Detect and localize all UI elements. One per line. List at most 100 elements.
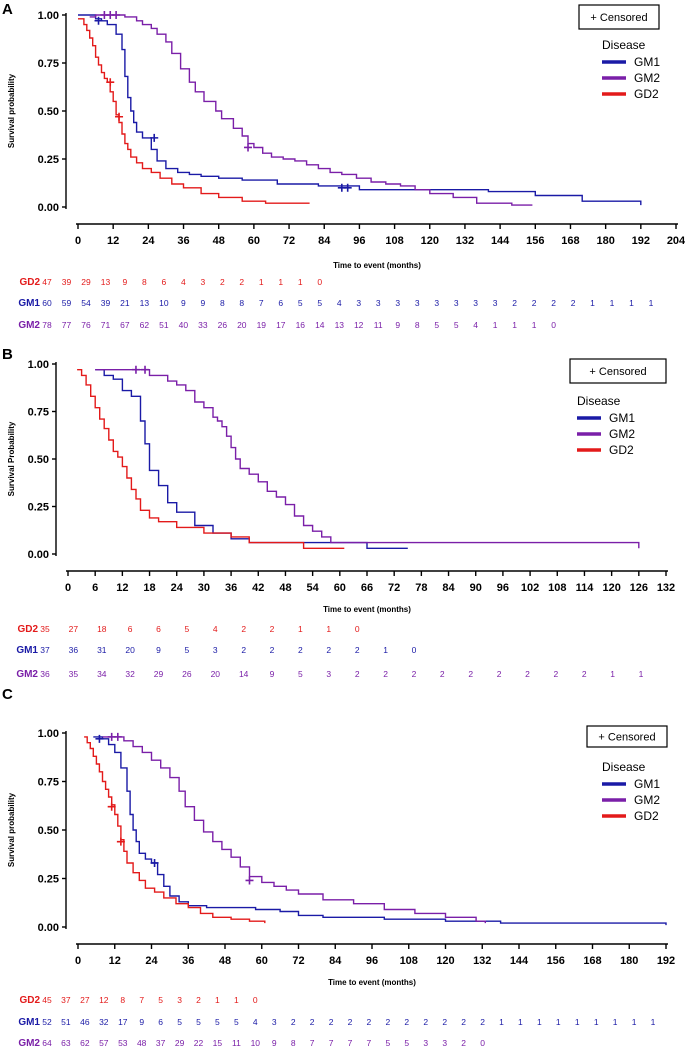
risk-value-gm2: 2 — [383, 669, 388, 679]
risk-value-gm1: 4 — [337, 298, 342, 308]
x-tick-label: 120 — [421, 235, 439, 247]
risk-value-gm1: 1 — [632, 1017, 637, 1027]
risk-value-gm2: 7 — [310, 1038, 315, 1048]
risk-value-gd2: 2 — [220, 277, 225, 287]
x-tick-label: 48 — [279, 582, 291, 594]
y-tick-label: 0.50 — [38, 106, 59, 118]
risk-value-gd2: 1 — [215, 995, 220, 1005]
risk-value-gd2: 2 — [270, 624, 275, 634]
x-tick-label: 60 — [334, 582, 346, 594]
risk-value-gm2: 32 — [125, 669, 135, 679]
risk-value-gm2: 1 — [512, 320, 517, 330]
y-tick-label: 0.25 — [38, 874, 59, 886]
risk-value-gm1: 21 — [120, 298, 130, 308]
x-axis-title: Time to event (months) — [333, 261, 421, 270]
x-tick-label: 12 — [107, 235, 119, 247]
risk-value-gm1: 2 — [270, 645, 275, 655]
legend-label-gm2: GM2 — [634, 793, 660, 807]
x-tick-label: 84 — [329, 955, 342, 967]
risk-value-gm1: 5 — [196, 1017, 201, 1027]
risk-value-gm2: 13 — [335, 320, 345, 330]
censored-legend-label: + Censored — [589, 366, 646, 378]
risk-value-gm1: 1 — [594, 1017, 599, 1027]
risk-value-gm1: 2 — [291, 1017, 296, 1027]
y-tick-label: 1.00 — [38, 10, 59, 22]
risk-value-gm1: 4 — [253, 1017, 258, 1027]
y-tick-label: 0.75 — [28, 407, 49, 419]
risk-value-gm1: 1 — [537, 1017, 542, 1027]
censored-legend-label: + Censored — [590, 12, 647, 24]
risk-value-gm1: 3 — [376, 298, 381, 308]
risk-row-label-gd2: GD2 — [19, 995, 40, 1006]
x-tick-label: 36 — [225, 582, 237, 594]
risk-value-gm2: 67 — [120, 320, 130, 330]
x-tick-label: 60 — [256, 955, 268, 967]
risk-value-gm1: 2 — [329, 1017, 334, 1027]
risk-value-gm2: 40 — [179, 320, 189, 330]
curve-gm1 — [95, 369, 408, 549]
censor-mark-gm2 — [112, 11, 121, 19]
risk-value-gm2: 3 — [326, 669, 331, 679]
x-tick-label: 114 — [576, 582, 595, 594]
risk-value-gm2: 63 — [61, 1038, 71, 1048]
x-tick-label: 168 — [561, 235, 579, 247]
risk-value-gm1: 5 — [215, 1017, 220, 1027]
y-tick-label: 1.00 — [28, 359, 49, 371]
risk-value-gd2: 6 — [162, 277, 167, 287]
panel-label: B — [2, 346, 13, 363]
risk-value-gm2: 1 — [639, 669, 644, 679]
risk-value-gm1: 1 — [383, 645, 388, 655]
y-tick-label: 0.75 — [38, 58, 59, 70]
risk-value-gm2: 2 — [412, 669, 417, 679]
risk-value-gm2: 78 — [42, 320, 52, 330]
risk-value-gd2: 8 — [120, 995, 125, 1005]
y-tick-label: 0.00 — [28, 549, 49, 561]
censored-legend-box — [586, 725, 668, 748]
y-tick-label: 1.00 — [38, 728, 59, 740]
x-tick-label: 66 — [361, 582, 373, 594]
x-tick-label: 36 — [182, 955, 194, 967]
legend-label-gm1: GM1 — [634, 777, 660, 791]
y-tick-label: 0.50 — [38, 825, 59, 837]
x-tick-label: 126 — [630, 582, 648, 594]
x-tick-label: 144 — [491, 235, 510, 247]
risk-value-gm2: 53 — [118, 1038, 128, 1048]
risk-value-gm1: 13 — [140, 298, 150, 308]
risk-value-gm1: 0 — [412, 645, 417, 655]
risk-value-gm1: 1 — [610, 298, 615, 308]
risk-value-gm2: 36 — [40, 669, 50, 679]
x-tick-label: 192 — [632, 235, 650, 247]
x-tick-label: 72 — [283, 235, 295, 247]
risk-value-gm2: 2 — [497, 669, 502, 679]
risk-value-gm1: 6 — [278, 298, 283, 308]
risk-value-gm1: 5 — [298, 298, 303, 308]
risk-value-gm1: 2 — [404, 1017, 409, 1027]
risk-value-gm2: 71 — [101, 320, 111, 330]
y-axis-title: Survival probability — [7, 792, 16, 867]
risk-value-gd2: 9 — [123, 277, 128, 287]
risk-value-gd2: 2 — [241, 624, 246, 634]
risk-value-gm1: 52 — [42, 1017, 52, 1027]
risk-value-gd2: 5 — [185, 624, 190, 634]
risk-value-gm2: 26 — [182, 669, 192, 679]
x-tick-label: 204 — [667, 235, 685, 247]
risk-value-gm2: 14 — [315, 320, 325, 330]
risk-value-gm1: 2 — [355, 645, 360, 655]
x-tick-label: 72 — [292, 955, 304, 967]
risk-value-gm2: 0 — [480, 1038, 485, 1048]
x-tick-label: 192 — [657, 955, 675, 967]
risk-value-gm1: 5 — [234, 1017, 239, 1027]
risk-value-gm1: 51 — [61, 1017, 71, 1027]
legend-label-gm1: GM1 — [609, 411, 635, 425]
risk-value-gm2: 11 — [374, 320, 383, 330]
risk-value-gm1: 8 — [220, 298, 225, 308]
risk-value-gm2: 8 — [415, 320, 420, 330]
risk-value-gm2: 5 — [298, 669, 303, 679]
x-tick-label: 90 — [470, 582, 482, 594]
risk-value-gm1: 2 — [461, 1017, 466, 1027]
risk-value-gm1: 2 — [423, 1017, 428, 1027]
x-tick-label: 168 — [583, 955, 601, 967]
y-tick-label: 0.00 — [38, 202, 59, 214]
risk-value-gd2: 1 — [278, 277, 283, 287]
risk-value-gm2: 1 — [610, 669, 615, 679]
